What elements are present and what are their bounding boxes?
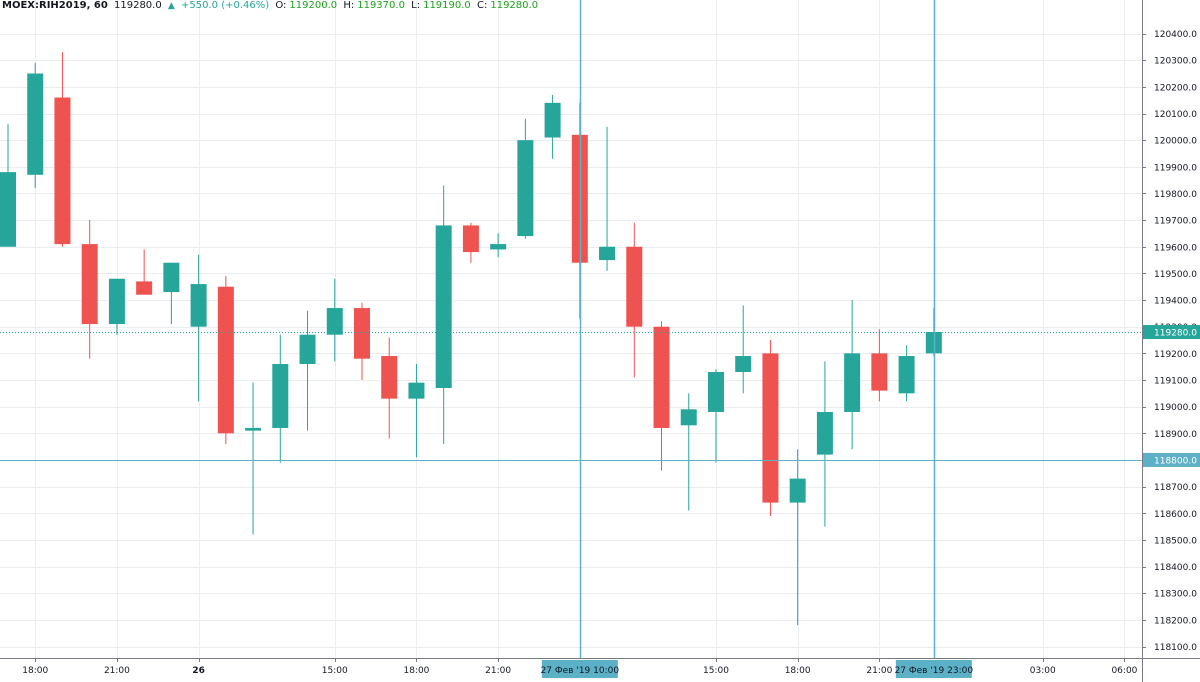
candle-body: [844, 353, 861, 412]
y-tick-label: 118500.0: [1154, 536, 1197, 546]
y-tick-label: 119500.0: [1154, 270, 1197, 280]
time-marker-label-bg: [895, 660, 972, 678]
overlays: [0, 0, 1142, 658]
y-tick-label: 120200.0: [1154, 83, 1197, 93]
grid-lines: [0, 0, 1142, 658]
y-tick-label: 118700.0: [1154, 483, 1197, 493]
y-tick-label: 118100.0: [1154, 643, 1197, 653]
y-tick-label: 119000.0: [1154, 403, 1197, 413]
candle-body: [707, 372, 724, 412]
candle-body: [653, 326, 670, 428]
candle-body: [299, 334, 316, 365]
candle-body: [789, 478, 806, 503]
x-tick-label: 21:00: [104, 666, 130, 676]
crosshair-price-label-bg: [1143, 452, 1200, 467]
candle-body: [544, 102, 561, 138]
candle-body: [816, 411, 833, 455]
x-tick-label: 18:00: [22, 666, 48, 676]
candles: [0, 52, 942, 626]
candle-body: [136, 281, 153, 295]
x-tick-label: 06:00: [1111, 666, 1137, 676]
triangle-up-icon: ▲: [167, 1, 175, 11]
x-tick-label: 26: [192, 666, 205, 676]
y-tick-label: 118400.0: [1154, 563, 1197, 573]
x-tick-label: 18:00: [785, 666, 811, 676]
candle-body: [272, 364, 289, 428]
chart-header: MOEX:RIH2019, 60 119280.0 ▲ +550.0 (+0.4…: [2, 0, 541, 12]
candle-body: [245, 427, 262, 431]
open-label: O:: [275, 0, 287, 11]
candle-body: [81, 244, 98, 325]
y-tick-label: 118900.0: [1154, 430, 1197, 440]
time-marker-label-bg: [541, 660, 618, 678]
y-tick-label: 119100.0: [1154, 377, 1197, 387]
candle-body: [871, 353, 888, 391]
y-tick-label: 119600.0: [1154, 243, 1197, 253]
y-tick-label: 118600.0: [1154, 510, 1197, 520]
y-tick-label: 119800.0: [1154, 190, 1197, 200]
candle-body: [0, 172, 16, 247]
y-tick-label: 120100.0: [1154, 110, 1197, 120]
candle-body: [381, 356, 398, 399]
last-price-label: 119280.0: [1154, 329, 1197, 339]
x-tick-label: 15:00: [322, 666, 348, 676]
crosshair-price-label: 118800.0: [1154, 456, 1197, 466]
close-label: C:: [476, 0, 488, 11]
close-value: 119280.0: [490, 0, 539, 11]
high-label: H:: [343, 0, 355, 11]
x-tick-label: 21:00: [866, 666, 892, 676]
candle-body: [680, 409, 697, 426]
candle-body: [735, 356, 752, 373]
candle-body: [462, 225, 479, 253]
low-value: 119190.0: [423, 0, 471, 11]
candle-body: [599, 246, 616, 261]
candle-body: [435, 225, 452, 388]
x-tick-label: 18:00: [403, 666, 429, 676]
low-label: L:: [411, 0, 421, 11]
y-tick-label: 118200.0: [1154, 616, 1197, 626]
candle-body: [490, 244, 507, 250]
candle-body: [27, 73, 44, 175]
y-tick-label: 119700.0: [1154, 217, 1197, 227]
candle-body: [190, 284, 207, 327]
candle-body: [762, 353, 779, 503]
candle-body: [326, 308, 343, 335]
last-price-text: 119280.0: [114, 0, 162, 11]
x-tick-label: 03:00: [1030, 666, 1056, 676]
y-tick-label: 118300.0: [1154, 590, 1197, 600]
change-text: +550.0 (+0.46%): [181, 0, 270, 11]
candle-body: [163, 262, 180, 293]
x-tick-label: 21:00: [485, 666, 511, 676]
candle-body: [108, 278, 125, 325]
y-tick-label: 120000.0: [1154, 137, 1197, 147]
candle-body: [353, 308, 370, 359]
open-value: 119200.0: [289, 0, 338, 11]
y-tick-label: 120400.0: [1154, 30, 1197, 40]
high-value: 119370.0: [357, 0, 405, 11]
x-tick-label: 15:00: [703, 666, 729, 676]
candle-body: [217, 286, 234, 434]
candle-body: [898, 356, 915, 394]
symbol-label: MOEX:RIH2019, 60: [2, 0, 108, 11]
candle-body: [626, 246, 643, 327]
y-tick-label: 119900.0: [1154, 163, 1197, 173]
y-tick-label: 119200.0: [1154, 350, 1197, 360]
y-tick-label: 119400.0: [1154, 297, 1197, 307]
candle-body: [54, 97, 71, 245]
candle-body: [408, 382, 425, 399]
time-marker-label: 27 Фев '19 10:00: [541, 666, 620, 676]
time-marker-label: 27 Фев '19 23:00: [895, 666, 974, 676]
candle-body: [517, 140, 534, 237]
last-price-label-bg: [1143, 325, 1200, 340]
y-tick-label: 120300.0: [1154, 57, 1197, 67]
